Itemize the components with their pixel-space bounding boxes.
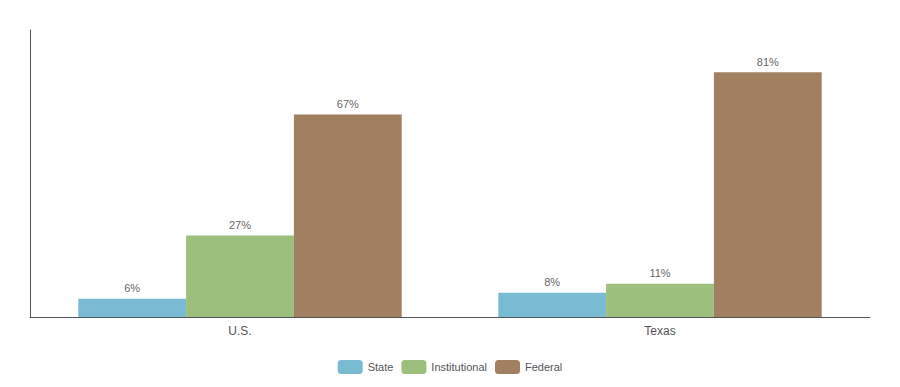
svg-text:81%: 81% (757, 56, 779, 68)
svg-text:Institutional: Institutional (431, 361, 487, 373)
svg-text:67%: 67% (337, 98, 359, 110)
svg-text:U.S.: U.S. (228, 324, 251, 338)
svg-text:11%: 11% (649, 267, 670, 279)
svg-text:8%: 8% (544, 276, 560, 288)
svg-text:State: State (368, 361, 394, 373)
svg-text:6%: 6% (124, 282, 140, 294)
svg-text:Texas: Texas (644, 324, 675, 338)
svg-text:27%: 27% (229, 219, 251, 231)
svg-text:Federal: Federal (525, 361, 562, 373)
